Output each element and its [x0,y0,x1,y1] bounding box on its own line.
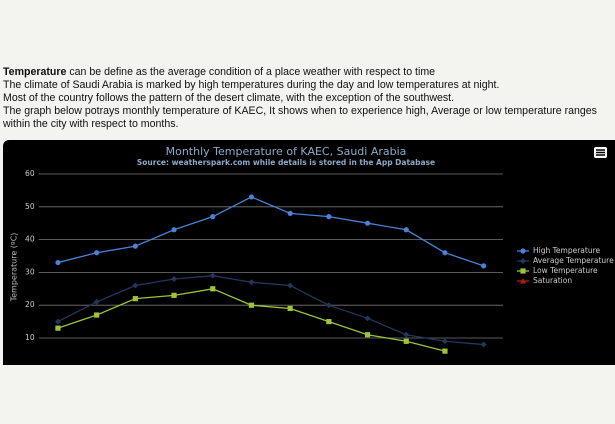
data-point [403,227,409,233]
legend-marker [520,258,526,264]
legend-marker [520,278,526,284]
data-point [287,210,293,216]
term: Temperature [3,66,67,78]
chart-container: Monthly Temperature of KAEC, Saudi Arabi… [3,140,615,365]
data-point [55,325,61,331]
data-point [441,338,448,345]
definition: can be define as the average condition o… [69,66,436,78]
data-point [403,331,410,338]
data-point [364,315,371,322]
legend-label: Average Temperature [533,256,614,265]
data-point [287,305,293,312]
data-point [54,318,61,325]
data-point [171,275,178,282]
data-point [171,227,177,233]
y-tick-label: 60 [25,169,35,178]
series-line [57,196,484,267]
y-axis-label: Temperature (ºC) [10,233,19,303]
data-point [210,286,216,292]
series-line [57,275,484,346]
y-tick-label: 40 [25,235,35,244]
intro-line: The graph below potrays monthly temperat… [3,105,597,130]
data-point [325,302,332,309]
data-point [326,214,332,220]
data-point [55,259,61,266]
data-point [442,348,448,354]
data-point [132,243,138,249]
intro-line: The climate of Saudi Arabia is marked by… [3,79,500,91]
data-point [326,319,332,325]
data-point [248,279,255,286]
data-point [209,272,216,279]
data-point [481,263,487,269]
data-point [132,282,139,289]
data-point [287,282,294,289]
data-point [132,296,138,302]
y-tick-label: 20 [25,300,35,309]
chart-title: Monthly Temperature of KAEC, Saudi Arabi… [166,145,407,158]
legend-item[interactable]: Average Temperature [517,256,614,265]
data-point [93,298,100,305]
data-point [442,250,448,256]
data-point [248,194,255,200]
legend-item[interactable]: High Temperature [517,246,601,255]
legend-marker [520,248,526,254]
data-point [210,214,216,220]
legend-label: Low Temperature [533,266,598,275]
y-tick-label: 30 [25,267,35,276]
data-point [480,341,487,348]
data-point [94,250,100,256]
menu-button[interactable] [591,144,611,161]
data-point [248,302,255,308]
y-tick-label: 50 [25,202,35,211]
data-point [403,338,409,344]
chart: Monthly Temperature of KAEC, Saudi Arabi… [10,144,614,354]
intro-line: Temperature can be define as the average… [3,66,608,79]
legend-marker [520,268,526,274]
intro-line: Most of the country follows the pattern … [3,92,455,104]
data-point [171,292,177,298]
legend-label: Saturation [533,276,572,285]
legend-item[interactable]: Saturation [517,276,572,285]
data-point [94,312,100,318]
chart-subtitle: Source: weatherspark.com while details i… [137,158,435,167]
legend-label: High Temperature [533,246,601,255]
legend-item[interactable]: Low Temperature [517,266,598,275]
data-point [364,220,371,226]
intro-text: Temperature can be define as the average… [3,66,608,131]
y-tick-label: 10 [25,333,35,342]
data-point [364,332,371,338]
series-line [57,288,446,352]
